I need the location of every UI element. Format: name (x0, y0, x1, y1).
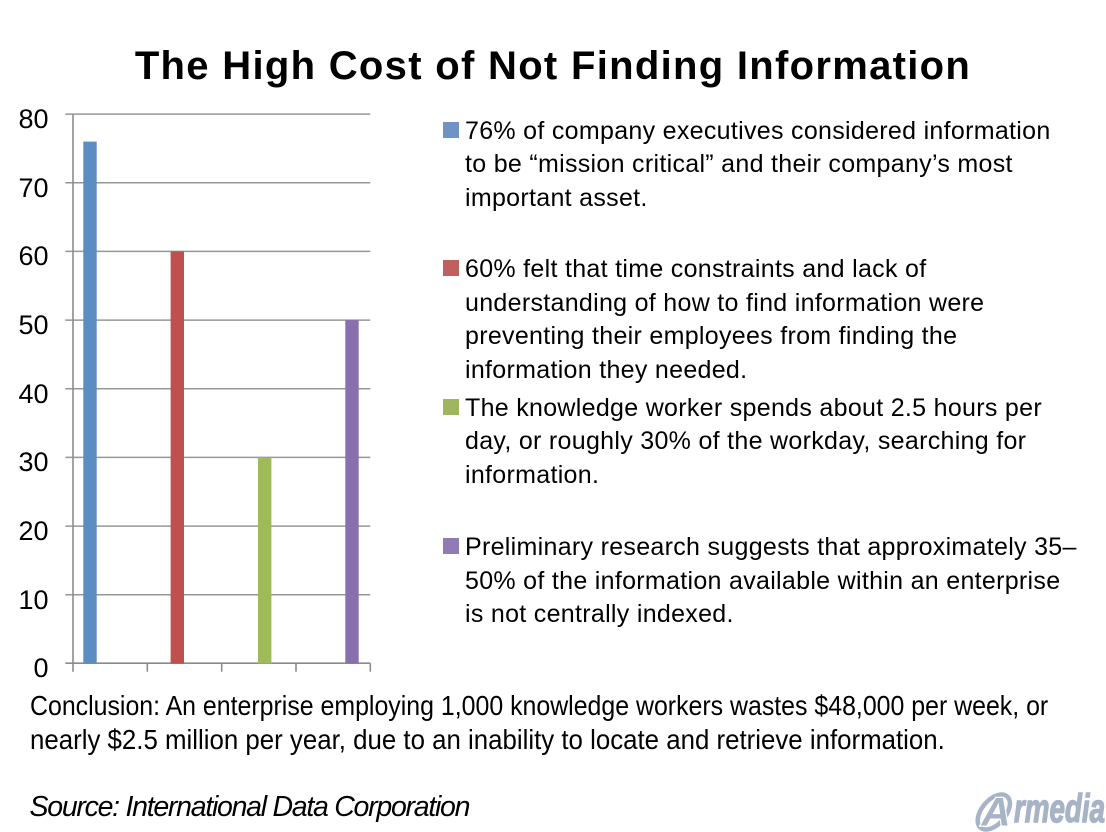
svg-text:A: A (981, 791, 1011, 832)
svg-text:rmedia: rmedia (1014, 787, 1105, 831)
